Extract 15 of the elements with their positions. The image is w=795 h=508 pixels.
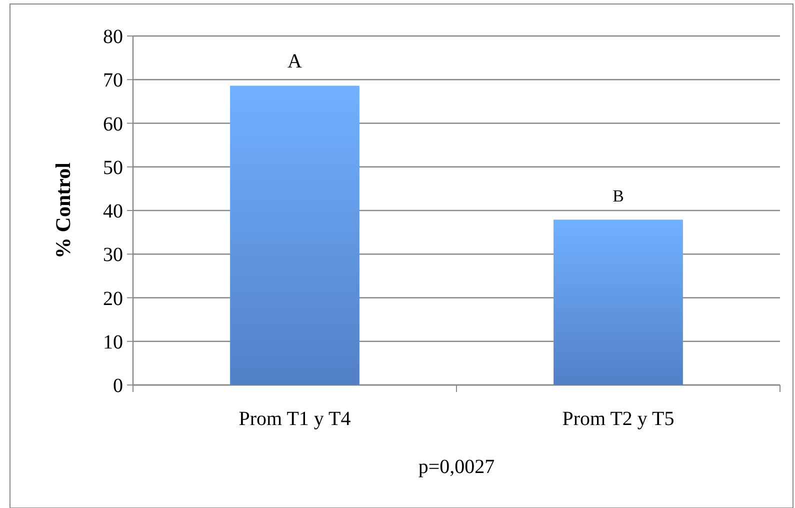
y-tick-label: 80 [103, 26, 123, 48]
y-axis-title: % Control [51, 162, 75, 258]
y-tick-label: 60 [103, 113, 123, 136]
y-tick-label: 30 [103, 244, 123, 266]
y-tick-label: 10 [103, 331, 123, 354]
text: p=0,0027 [418, 456, 495, 478]
y-tick-label: 40 [103, 200, 123, 222]
y-tick-label: 70 [103, 70, 123, 92]
x-tick-label: Prom T1 y T4 [238, 408, 351, 430]
annotation: A [288, 50, 303, 73]
y-tick-label: 0 [113, 375, 123, 397]
annotation: B [612, 186, 624, 206]
y-tick-label: 50 [103, 156, 123, 179]
x-tick-label: Prom T2 y T5 [562, 408, 674, 430]
y-tick-label: 20 [103, 288, 123, 310]
